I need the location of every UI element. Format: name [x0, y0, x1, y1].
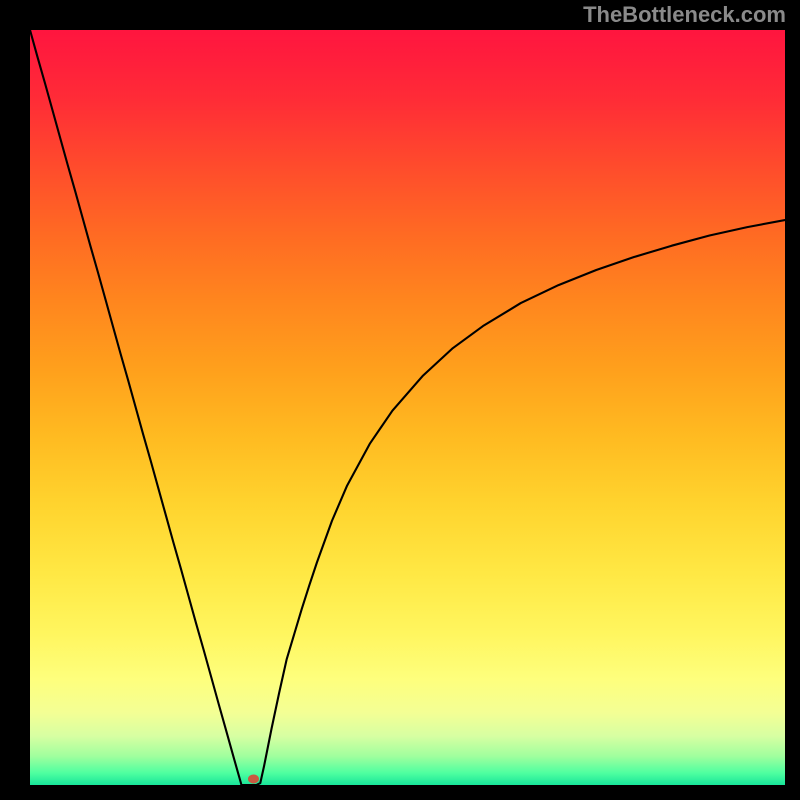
- bottleneck-curve-chart: [30, 30, 785, 785]
- chart-container: TheBottleneck.com: [0, 0, 800, 800]
- gradient-background: [30, 30, 785, 785]
- plot-area: [30, 30, 785, 785]
- optimum-marker: [248, 774, 259, 783]
- attribution-text: TheBottleneck.com: [583, 2, 786, 28]
